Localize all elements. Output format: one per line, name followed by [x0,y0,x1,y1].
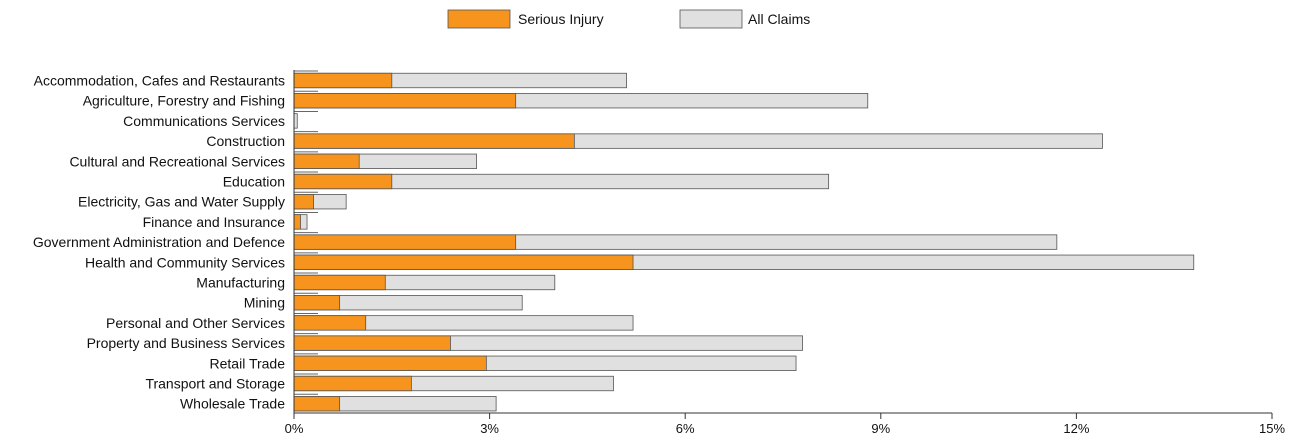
category-label-mining: Mining [244,295,285,311]
bar-serious-injury-health-and-community-services [293,254,634,270]
x-tick-label-15: 15% [1259,421,1285,435]
category-label-government-administration-and-defence: Government Administration and Defence [33,234,285,250]
bar-serious-injury-education [293,173,393,190]
x-tick-label-6: 6% [676,421,695,435]
category-label-manufacturing: Manufacturing [196,275,285,291]
legend: Serious Injury All Claims [447,9,810,29]
bar-serious-injury-property-and-business-services [293,335,451,351]
category-label-property-and-business-services: Property and Business Services [87,335,285,351]
category-label-electricity-gas-and-water-supply: Electricity, Gas and Water Supply [78,194,285,210]
x-axis: 0% 3% 6% 9% 12% 15% [285,412,1285,436]
x-tick-label-0: 0% [285,421,304,435]
bar-serious-injury-agriculture-forestry-and-fishing [293,93,517,109]
category-label-construction: Construction [206,133,285,149]
legend-swatch-serious-injury [447,9,511,29]
x-tick-label-3: 3% [480,421,499,435]
bar-serious-injury-accommodation-cafes-and-restaurants [293,72,393,89]
bar-serious-injury-manufacturing [293,274,386,291]
category-label-personal-and-other-services: Personal and Other Services [106,315,285,331]
x-tick-label-9: 9% [871,421,890,435]
legend-swatch-all-claims [679,9,743,29]
y-axis: Accommodation, Cafes and Restaurants Agri… [33,70,318,413]
category-label-agriculture-forestry-and-fishing: Agriculture, Forestry and Fishing [83,93,285,109]
bar-serious-injury-finance-and-insurance [293,214,301,230]
bar-serious-injury-construction [293,133,575,149]
category-label-accommodation-cafes-and-restaurants: Accommodation, Cafes and Restaurants [34,73,285,89]
category-label-health-and-community-services: Health and Community Services [85,254,285,270]
category-label-communications-services: Communications Services [123,113,285,129]
category-label-education: Education [223,174,285,190]
category-label-retail-trade: Retail Trade [210,355,286,371]
bar-serious-injury-cultural-and-recreational-services [293,153,360,169]
category-label-transport-and-storage: Transport and Storage [145,376,285,392]
bar-serious-injury-retail-trade [293,355,487,371]
category-label-cultural-and-recreational-services: Cultural and Recreational Services [69,153,285,169]
category-label-wholesale-trade: Wholesale Trade [180,396,285,412]
bars-group [293,72,1195,412]
legend-label-serious-injury: Serious Injury [518,11,604,27]
bar-serious-injury-personal-and-other-services [293,315,367,331]
bar-serious-injury-electricity-gas-and-water-supply [293,194,314,210]
bar-serious-injury-wholesale-trade [293,396,341,412]
bar-serious-injury-mining [293,295,341,311]
legend-label-all-claims: All Claims [748,11,810,27]
bar-serious-injury-government-administration-and-defence [293,234,517,250]
bar-serious-injury-transport-and-storage [293,375,412,392]
category-label-finance-and-insurance: Finance and Insurance [143,214,286,230]
x-tick-label-12: 12% [1063,421,1089,435]
